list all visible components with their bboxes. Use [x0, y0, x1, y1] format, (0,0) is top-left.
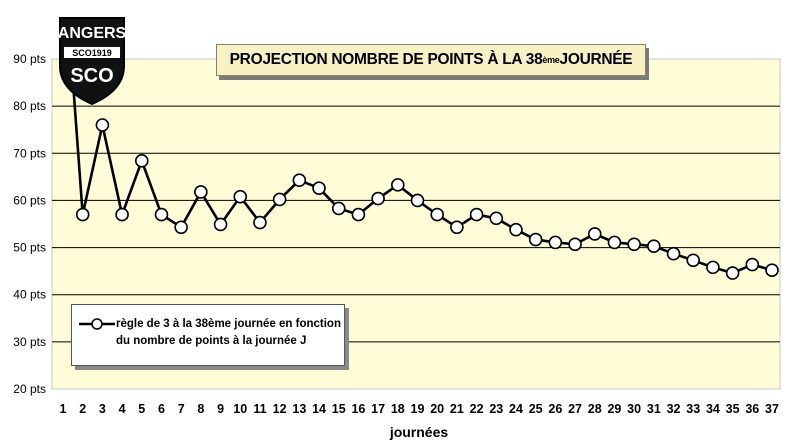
x-tick-label: 28	[588, 402, 602, 416]
data-point	[627, 237, 641, 252]
x-tick-label: 6	[158, 402, 165, 416]
data-point	[489, 211, 504, 226]
x-tick-label: 36	[745, 402, 759, 416]
x-tick-label: 32	[667, 402, 681, 416]
x-tick-label: 30	[627, 402, 641, 416]
x-tick-label: 35	[726, 402, 740, 416]
x-tick-label: 31	[647, 402, 661, 416]
data-point	[194, 185, 208, 199]
legend-line-marker	[79, 318, 115, 330]
y-tick-label: 30 pts	[13, 335, 46, 349]
series-layer	[69, 59, 779, 280]
chart-title-sup: ème	[542, 55, 560, 65]
data-point	[233, 189, 248, 204]
data-point	[410, 193, 425, 208]
x-tick-label: 13	[292, 402, 306, 416]
data-point	[134, 154, 149, 168]
data-point	[75, 207, 90, 222]
y-tick-label: 70 pts	[13, 146, 46, 160]
data-point	[115, 207, 129, 222]
x-tick-label: 16	[351, 402, 365, 416]
data-point	[430, 207, 444, 222]
data-point	[528, 232, 543, 247]
x-tick-label: 9	[217, 402, 224, 416]
data-point	[213, 217, 228, 232]
x-tick-label: 23	[489, 402, 503, 416]
data-point	[450, 220, 464, 235]
legend: règle de 3 à la 38ème journée en fonctio…	[71, 304, 345, 366]
x-tick-label: 14	[312, 402, 326, 416]
angers-sco-logo: ANGERS SCO1919 SCO	[58, 17, 127, 106]
x-tick-label: 2	[79, 402, 86, 416]
x-tick-label: 20	[430, 402, 444, 416]
x-tick-label: 25	[529, 402, 543, 416]
data-point	[331, 201, 346, 216]
x-tick-label: 29	[607, 402, 621, 416]
data-point	[371, 191, 385, 206]
x-tick-label: 26	[548, 402, 562, 416]
data-point	[154, 207, 169, 222]
data-point	[351, 207, 366, 222]
logo-since: SCO1919	[72, 48, 112, 58]
x-tick-label: 18	[391, 402, 405, 416]
x-axis-ticks: 1 2 3 4 5 6 7 8 9 10 11 12 13 14 15 16 17 18 19 20 21 22 23 24 2…	[60, 402, 779, 416]
y-tick-label: 90 pts	[13, 52, 46, 66]
x-tick-label: 19	[411, 402, 425, 416]
data-point	[312, 181, 326, 195]
data-point	[706, 260, 720, 275]
x-tick-label: 22	[470, 402, 484, 416]
data-point	[587, 227, 602, 241]
data-point	[765, 263, 779, 278]
logo-monogram: SCO	[70, 65, 113, 87]
y-axis-ticks: 20 pts 30 pts 40 pts 50 pts 60 pts 70 pts 80 p…	[13, 52, 46, 396]
logo-club-name: ANGERS	[58, 25, 127, 42]
x-tick-label: 7	[178, 402, 185, 416]
data-point	[391, 178, 405, 192]
x-tick-label: 17	[371, 402, 385, 416]
x-tick-label: 27	[568, 402, 582, 416]
data-point	[666, 246, 681, 261]
chart-title: PROJECTION NOMBRE DE POINTS À LA 38 ème J…	[216, 44, 646, 76]
data-point	[509, 222, 523, 237]
x-tick-label: 33	[686, 402, 700, 416]
x-axis-label: journées	[389, 424, 449, 440]
x-tick-label: 34	[706, 402, 720, 416]
data-point	[95, 118, 110, 132]
data-point	[253, 215, 267, 230]
x-tick-label: 21	[450, 402, 464, 416]
x-tick-label: 37	[765, 402, 779, 416]
y-tick-label: 40 pts	[13, 288, 46, 302]
data-point	[548, 235, 563, 250]
x-tick-label: 15	[332, 402, 346, 416]
data-point	[686, 253, 701, 268]
x-tick-label: 24	[509, 402, 523, 416]
data-point	[725, 266, 740, 280]
data-point	[174, 220, 188, 235]
data-point	[469, 207, 484, 222]
data-point	[272, 192, 287, 207]
data-point	[607, 235, 622, 250]
y-tick-label: 60 pts	[13, 193, 46, 207]
data-point	[292, 173, 307, 187]
chart-title-end: JOURNÉE	[559, 51, 633, 68]
x-tick-label: 4	[119, 402, 126, 416]
x-tick-label: 12	[273, 402, 287, 416]
x-tick-label: 11	[253, 402, 266, 416]
x-tick-label: 8	[197, 402, 204, 416]
x-tick-label: 10	[233, 402, 247, 416]
data-point	[745, 257, 760, 272]
x-tick-label: 3	[99, 402, 106, 416]
data-point	[647, 239, 661, 253]
x-tick-label: 1	[60, 402, 67, 416]
y-tick-label: 50 pts	[13, 241, 46, 255]
chart-title-main: PROJECTION NOMBRE DE POINTS À LA 38	[229, 51, 543, 68]
x-tick-label: 5	[138, 402, 145, 416]
data-point	[568, 237, 582, 252]
y-tick-label: 20 pts	[13, 382, 46, 396]
legend-label-line1: règle de 3 à la 38ème journée en fonctio…	[116, 318, 341, 330]
y-tick-label: 80 pts	[13, 99, 46, 113]
legend-label-line2: du nombre de points à la journée J	[116, 335, 307, 347]
